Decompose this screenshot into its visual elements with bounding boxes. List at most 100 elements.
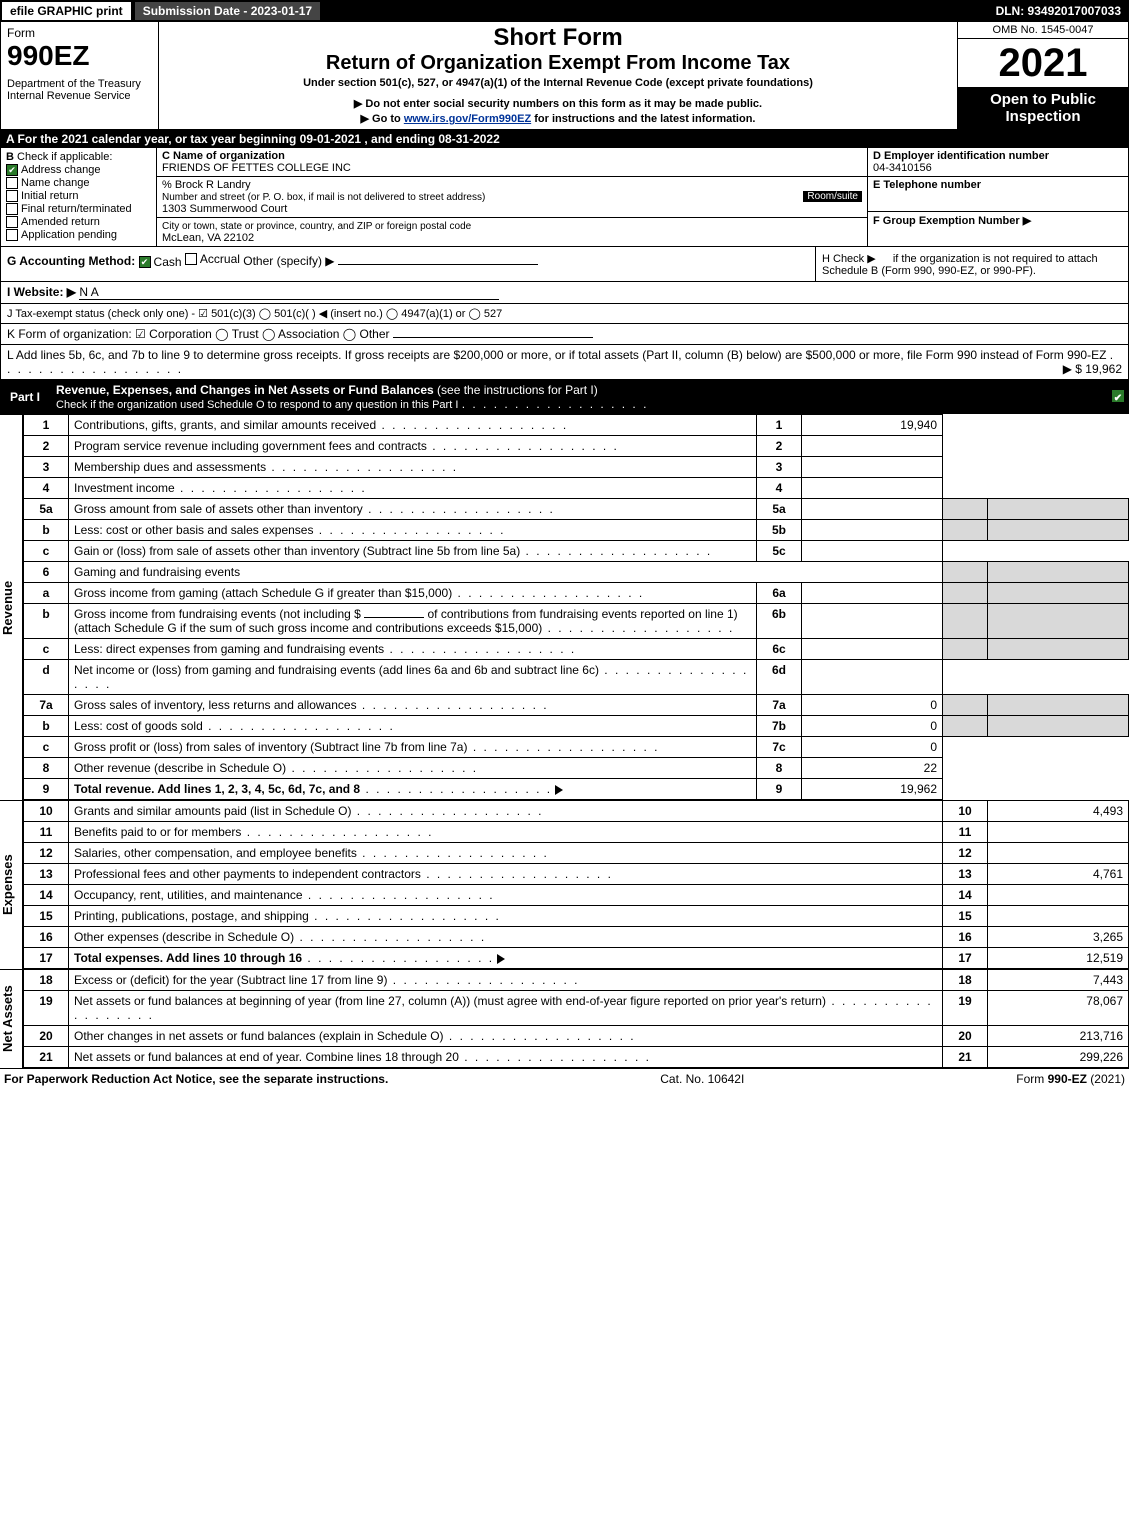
col-de: D Employer identification number 04-3410… <box>868 148 1128 246</box>
footer: For Paperwork Reduction Act Notice, see … <box>0 1068 1129 1089</box>
sub3-post: for instructions and the latest informat… <box>531 113 755 125</box>
section-gh: G Accounting Method: Cash Accrual Other … <box>0 247 1129 282</box>
table-row: 20 Other changes in net assets or fund b… <box>24 1026 1129 1047</box>
other-input[interactable] <box>338 264 538 265</box>
h-checkbox[interactable] <box>879 251 890 262</box>
netassets-table: 18 Excess or (deficit) for the year (Sub… <box>23 969 1129 1068</box>
b-label: B <box>6 151 14 163</box>
table-row: 18 Excess or (deficit) for the year (Sub… <box>24 970 1129 991</box>
table-row: 1 Contributions, gifts, grants, and simi… <box>24 415 1129 436</box>
table-row: 4 Investment income 4 <box>24 478 1129 499</box>
checkbox-label: Initial return <box>21 190 78 202</box>
section-j: J Tax-exempt status (check only one) - ☑… <box>0 304 1129 324</box>
f-label: F Group Exemption Number ▶ <box>873 215 1031 227</box>
table-row: 12 Salaries, other compensation, and emp… <box>24 843 1129 864</box>
section-l: L Add lines 5b, 6c, and 7b to line 9 to … <box>0 345 1129 380</box>
ein-value: 04-3410156 <box>873 162 932 174</box>
addr-label: Number and street (or P. O. box, if mail… <box>162 192 485 203</box>
efile-print-button[interactable]: efile GRAPHIC print <box>2 2 131 20</box>
checkbox-label: Address change <box>21 164 101 176</box>
footer-left: For Paperwork Reduction Act Notice, see … <box>4 1072 388 1086</box>
table-row: 21 Net assets or fund balances at end of… <box>24 1047 1129 1068</box>
form-word: Form <box>7 26 152 40</box>
checkbox[interactable] <box>6 216 18 228</box>
checkbox-row: Amended return <box>6 216 151 228</box>
checkbox[interactable] <box>6 190 18 202</box>
section-a: A For the 2021 calendar year, or tax yea… <box>0 130 1129 148</box>
section-k: K Form of organization: ☑ Corporation ◯ … <box>0 324 1129 345</box>
k-other-input[interactable] <box>393 337 593 338</box>
table-row: a Gross income from gaming (attach Sched… <box>24 583 1129 604</box>
checkbox-row: Final return/terminated <box>6 203 151 215</box>
table-row: 10 Grants and similar amounts paid (list… <box>24 801 1129 822</box>
table-row: 7a Gross sales of inventory, less return… <box>24 695 1129 716</box>
city-value: McLean, VA 22102 <box>162 232 254 244</box>
tax-year: 2021 <box>958 39 1128 87</box>
netassets-section: Net Assets 18 Excess or (deficit) for th… <box>0 969 1129 1068</box>
checkbox[interactable] <box>6 177 18 189</box>
dln-label: DLN: 93492017007033 <box>996 0 1129 22</box>
checkbox-row: Address change <box>6 164 151 176</box>
table-row: b Less: cost or other basis and sales ex… <box>24 520 1129 541</box>
sub3-pre: ▶ Go to <box>361 113 404 125</box>
footer-right-pre: Form <box>1016 1072 1047 1086</box>
form-number: 990EZ <box>7 40 152 72</box>
sub3: ▶ Go to www.irs.gov/Form990EZ for instru… <box>167 112 949 125</box>
room-label: Room/suite <box>803 191 862 202</box>
accrual-label: Accrual <box>200 252 240 266</box>
checkbox-label: Amended return <box>21 216 100 228</box>
table-row: c Less: direct expenses from gaming and … <box>24 639 1129 660</box>
table-row: d Net income or (loss) from gaming and f… <box>24 660 1129 695</box>
part1-label: Part I <box>0 387 50 407</box>
cash-label: Cash <box>154 255 182 269</box>
part1-checkbox[interactable] <box>1112 390 1124 402</box>
table-row: c Gain or (loss) from sale of assets oth… <box>24 541 1129 562</box>
table-row: 19 Net assets or fund balances at beginn… <box>24 991 1129 1026</box>
footer-right: Form 990-EZ (2021) <box>1016 1072 1125 1086</box>
checkbox[interactable] <box>6 164 18 176</box>
table-row: 11 Benefits paid to or for members 11 <box>24 822 1129 843</box>
org-name: FRIENDS OF FETTES COLLEGE INC <box>162 162 351 174</box>
revenue-side-label: Revenue <box>0 414 23 800</box>
l-text: L Add lines 5b, 6c, and 7b to line 9 to … <box>7 348 1106 362</box>
sub2: ▶ Do not enter social security numbers o… <box>167 97 949 110</box>
checkbox[interactable] <box>6 203 18 215</box>
header-left: Form 990EZ Department of the Treasury In… <box>1 22 159 129</box>
part1-checknote: Check if the organization used Schedule … <box>56 399 458 411</box>
table-row: 9 Total revenue. Add lines 1, 2, 3, 4, 5… <box>24 779 1129 800</box>
table-row: 2 Program service revenue including gove… <box>24 436 1129 457</box>
table-row: 8 Other revenue (describe in Schedule O)… <box>24 758 1129 779</box>
table-row: b Less: cost of goods sold 7b 0 <box>24 716 1129 737</box>
irs-link[interactable]: www.irs.gov/Form990EZ <box>404 113 531 125</box>
table-row: 15 Printing, publications, postage, and … <box>24 906 1129 927</box>
i-label: I Website: ▶ <box>7 285 76 299</box>
revenue-section: Revenue 1 Contributions, gifts, grants, … <box>0 414 1129 800</box>
city-label: City or town, state or province, country… <box>162 221 471 232</box>
open-public: Open to Public Inspection <box>958 87 1128 129</box>
table-row: 14 Occupancy, rent, utilities, and maint… <box>24 885 1129 906</box>
part1-dots <box>462 397 649 411</box>
part1-note: (see the instructions for Part I) <box>437 383 598 397</box>
d-label: D Employer identification number <box>873 150 1049 162</box>
omb-number: OMB No. 1545-0047 <box>958 22 1128 39</box>
col-c: C Name of organization FRIENDS OF FETTES… <box>157 148 868 246</box>
checkbox-label: Name change <box>21 177 90 189</box>
g-label: G Accounting Method: <box>7 254 135 268</box>
care-of: % Brock R Landry <box>162 179 251 191</box>
checkbox[interactable] <box>6 229 18 241</box>
footer-right-bold: 990-EZ <box>1048 1072 1087 1086</box>
top-bar-left: efile GRAPHIC print Submission Date - 20… <box>0 0 322 22</box>
accrual-checkbox[interactable] <box>185 253 197 265</box>
footer-mid: Cat. No. 10642I <box>660 1072 744 1086</box>
part1-header: Part I Revenue, Expenses, and Changes in… <box>0 380 1129 414</box>
cash-checkbox[interactable] <box>139 256 151 268</box>
col-b: B Check if applicable: Address changeNam… <box>1 148 157 246</box>
b-checkif: Check if applicable: <box>17 151 112 163</box>
expenses-table: 10 Grants and similar amounts paid (list… <box>23 800 1129 969</box>
section-i: I Website: ▶ N A <box>0 282 1129 304</box>
table-row: 17 Total expenses. Add lines 10 through … <box>24 948 1129 969</box>
other-label: Other (specify) ▶ <box>243 254 334 268</box>
table-row: 13 Professional fees and other payments … <box>24 864 1129 885</box>
e-label: E Telephone number <box>873 179 981 191</box>
submission-date-button[interactable]: Submission Date - 2023-01-17 <box>135 2 320 20</box>
